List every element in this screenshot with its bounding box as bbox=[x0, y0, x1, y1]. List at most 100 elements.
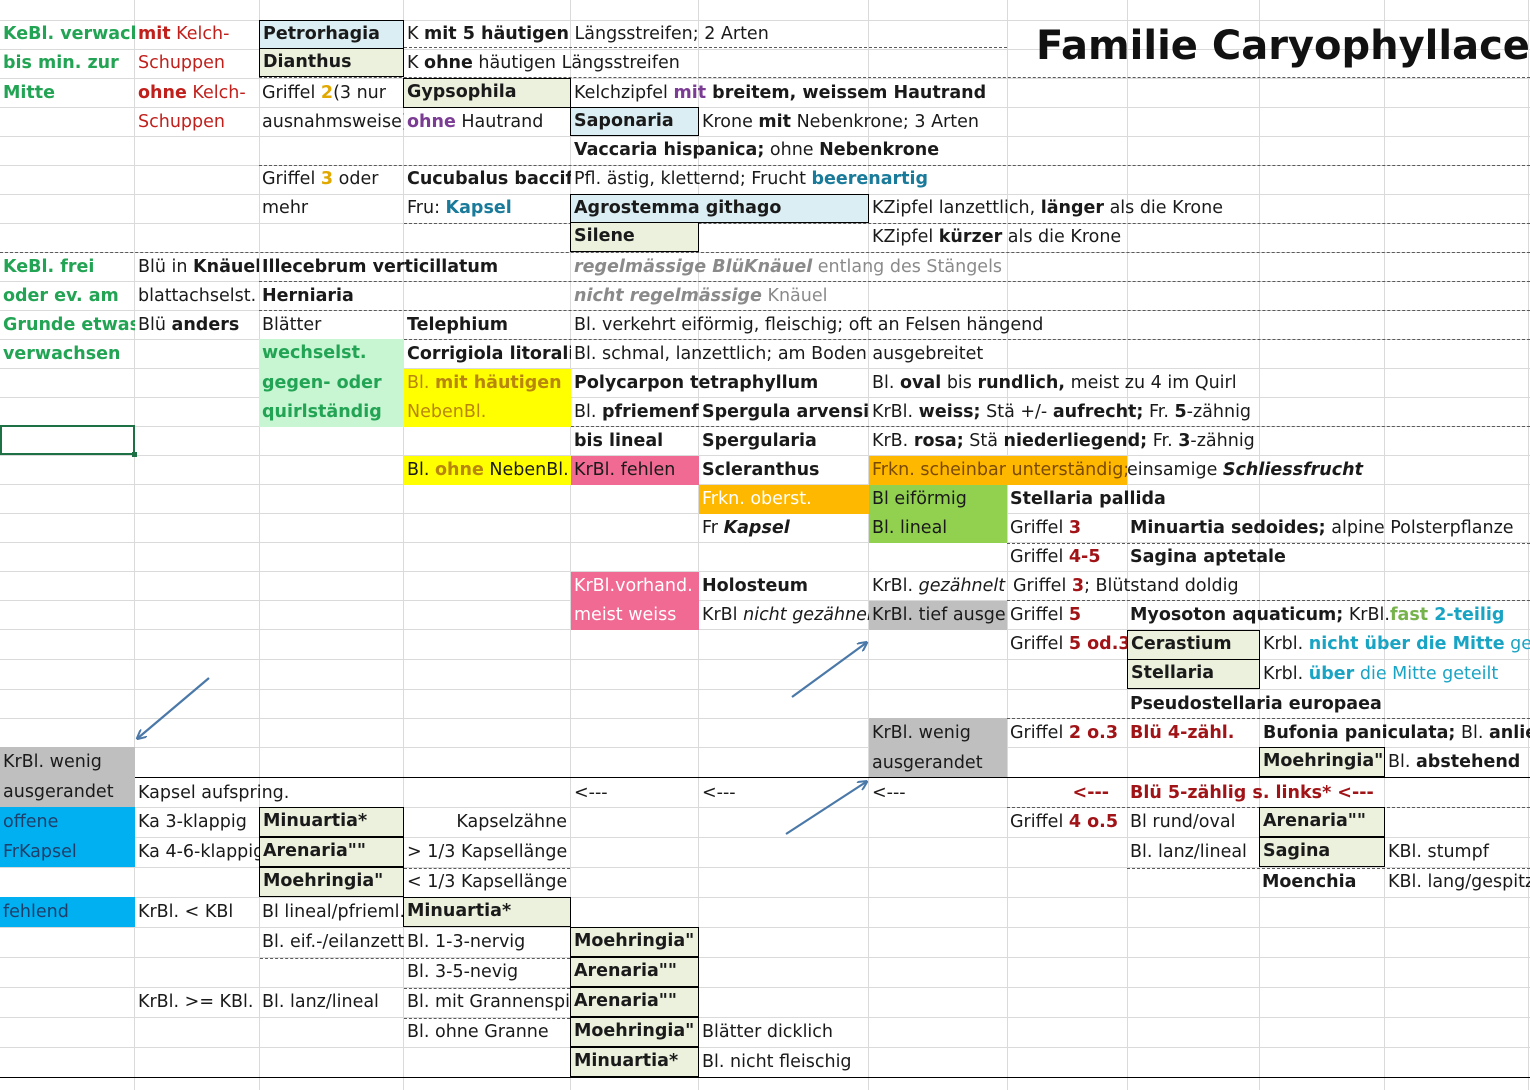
cell[interactable]: Ka 4-6-klappig bbox=[138, 842, 259, 862]
cell[interactable]: KZipfel lanzettlich, länger als die Kron… bbox=[869, 194, 1530, 223]
cell[interactable]: Fru: Kapsel bbox=[404, 194, 571, 223]
cell[interactable]: <--- bbox=[872, 783, 906, 803]
cell[interactable]: Moenchia bbox=[1262, 872, 1357, 892]
cell[interactable]: Gypsophila bbox=[403, 78, 571, 108]
arrow-icon[interactable] bbox=[785, 782, 866, 835]
cell[interactable]: verwachsen bbox=[3, 344, 121, 364]
cell[interactable]: KrBl.vorhand. bbox=[571, 572, 699, 601]
cell[interactable]: Griffel 2(3 nur bbox=[259, 79, 404, 108]
cell[interactable]: Krbl. nicht über die Mitte get. bbox=[1260, 630, 1530, 659]
cell[interactable]: Sagina aptetale bbox=[1130, 547, 1286, 567]
cell[interactable]: KBl. lang/gespitzt bbox=[1388, 872, 1530, 892]
cell[interactable]: Bl. lanz/lineal bbox=[262, 992, 379, 1012]
cell[interactable]: Griffel 5 od.3 bbox=[1007, 630, 1127, 659]
cell[interactable]: Blü 5-zählig s. links* <--- bbox=[1130, 783, 1374, 803]
cell[interactable]: Bl. mit häutigen bbox=[404, 369, 571, 398]
cell[interactable]: Blü 4-zähl. bbox=[1130, 723, 1235, 743]
cell[interactable]: Bl. mit Grannenspi. bbox=[407, 992, 571, 1012]
cell[interactable]: Bufonia paniculata; Bl. anlieg. bbox=[1260, 719, 1530, 748]
cell[interactable]: Bl. oval bis rundlich, meist zu 4 im Qui… bbox=[869, 369, 1530, 398]
cell[interactable]: Pfl. ästig, kletternd; Frucht beerenarti… bbox=[571, 165, 1530, 194]
cell[interactable]: Cerastium bbox=[1127, 630, 1260, 660]
cell[interactable]: KrBl nicht gezähnelt bbox=[699, 601, 869, 630]
cell[interactable]: bis lineal bbox=[574, 431, 664, 451]
cell[interactable]: <--- bbox=[702, 783, 736, 803]
cell[interactable]: Bl. 3-5-nevig bbox=[407, 962, 519, 982]
cell[interactable]: KrBl. wenig ausgerandet bbox=[869, 718, 1007, 777]
cell[interactable]: wechselst. bbox=[259, 339, 404, 369]
cell[interactable]: Bl. 1-3-nervig bbox=[407, 932, 526, 952]
cell[interactable]: einsamige Schliessfrucht bbox=[1127, 456, 1530, 485]
cell[interactable]: < 1/3 Kapsellänge bbox=[407, 872, 568, 892]
cell[interactable]: Griffel 2 o.3 bbox=[1007, 719, 1127, 748]
cell[interactable]: Polycarpon tetraphyllum bbox=[574, 373, 819, 393]
cell[interactable]: meist weiss bbox=[571, 601, 699, 630]
cell[interactable]: Agrostemma githago bbox=[570, 194, 869, 223]
cell[interactable]: Schuppen bbox=[138, 53, 225, 73]
cell[interactable]: Bl. lanz/lineal bbox=[1130, 842, 1247, 862]
cell[interactable]: <--- bbox=[1072, 783, 1109, 803]
cell[interactable]: K ohne häutigen Längsstreifen bbox=[404, 49, 1007, 78]
cell[interactable]: Bl. abstehend bbox=[1385, 748, 1530, 777]
cell[interactable]: NebenBl. bbox=[404, 398, 571, 427]
cell[interactable]: offene FrKapselvorhanden bbox=[0, 807, 135, 867]
cell[interactable]: Kapsel aufspring. bbox=[138, 783, 290, 803]
cell[interactable]: Blü anders bbox=[135, 311, 259, 340]
cell[interactable]: KrBl. wenig ausgerandet bbox=[0, 747, 135, 807]
cell[interactable]: Cucubalus baccifer bbox=[407, 169, 571, 189]
cell[interactable]: Arenaria"" bbox=[1259, 807, 1385, 837]
cell[interactable]: KeBl. verwachs bbox=[3, 24, 135, 44]
cell[interactable]: Spergula arvensis bbox=[702, 402, 869, 422]
cell[interactable]: KrBl. gezähnelt bbox=[869, 572, 1007, 601]
cell[interactable]: KeBl. frei bbox=[3, 257, 95, 277]
cell[interactable]: KZipfel kürzer als die Krone bbox=[869, 223, 1530, 252]
cell[interactable]: Bl lineal/pfrieml. bbox=[262, 902, 404, 922]
cell[interactable]: KrBl. tief ausger bbox=[869, 601, 1007, 630]
cell[interactable]: regelmässige BlüKnäuel entlang des Stäng… bbox=[571, 253, 1530, 282]
cell[interactable]: mit Kelch- bbox=[135, 20, 259, 49]
cell[interactable]: Minuartia* bbox=[570, 1047, 699, 1077]
cell[interactable]: Stellaria bbox=[1127, 659, 1260, 689]
arrow-icon[interactable] bbox=[791, 643, 866, 698]
cell[interactable]: ohne Hautrand bbox=[404, 108, 571, 137]
cell[interactable]: nicht regelmässige Knäuel bbox=[571, 282, 1530, 311]
cell[interactable]: Moehringia" bbox=[1259, 747, 1385, 777]
cell[interactable]: Krbl. über die Mitte geteilt bbox=[1260, 660, 1530, 689]
cell[interactable]: Griffel 4-5 bbox=[1007, 543, 1127, 572]
cell[interactable]: bis min. zur bbox=[3, 53, 119, 73]
cell[interactable]: Dianthus bbox=[259, 48, 404, 77]
cell[interactable]: Fr Kapsel bbox=[699, 514, 869, 543]
cell[interactable]: <--- bbox=[574, 783, 608, 803]
cell[interactable]: Minuartia* bbox=[259, 807, 404, 837]
cell[interactable]: Vaccaria hispanica; ohne Nebenkrone bbox=[571, 136, 1530, 165]
cell[interactable]: Griffel 4 o.5 bbox=[1007, 808, 1127, 837]
cell[interactable]: Blätter dicklich bbox=[702, 1022, 834, 1042]
cell[interactable]: > 1/3 Kapsellänge bbox=[407, 842, 568, 862]
cell[interactable]: Illecebrum verticillatum bbox=[262, 257, 499, 277]
cell[interactable]: Frkn. oberst. bbox=[699, 485, 869, 514]
cell[interactable]: Frkn. scheinbar unterständig; bbox=[869, 456, 1127, 485]
cell[interactable]: Ka 3-klappig bbox=[138, 812, 247, 832]
cell[interactable]: Corrigiola litoralis bbox=[407, 344, 571, 364]
selected-cell[interactable] bbox=[0, 425, 137, 457]
cell[interactable]: ausnahmsweise) bbox=[262, 112, 404, 132]
cell[interactable]: quirlständig bbox=[259, 398, 404, 427]
cell[interactable]: gegen- oder bbox=[259, 369, 404, 398]
cell[interactable]: oder ev. am bbox=[3, 286, 119, 306]
cell[interactable]: Griffel 3; Blütstand doldig bbox=[1010, 572, 1530, 601]
cell[interactable]: Grunde etwas bbox=[3, 315, 135, 335]
cell[interactable]: Minuartia* bbox=[403, 897, 571, 927]
cell[interactable]: mehr bbox=[262, 198, 309, 218]
cell[interactable]: Mitte bbox=[3, 83, 56, 103]
cell[interactable]: Moehringia" bbox=[570, 1017, 699, 1047]
cell[interactable]: Sagina bbox=[1259, 837, 1385, 867]
cell[interactable]: Stellaria pallida bbox=[1010, 489, 1166, 509]
cell[interactable]: Blü in Knäueln bbox=[135, 253, 259, 282]
cell[interactable]: Myosoton aquaticum; KrBl.fast 2-teilig bbox=[1127, 601, 1530, 630]
cell[interactable]: Silene bbox=[570, 222, 699, 252]
cell[interactable]: Scleranthus bbox=[702, 460, 820, 480]
cell[interactable]: Schuppen bbox=[138, 112, 225, 132]
cell[interactable]: Bl. eif.-/eilanzett bbox=[262, 932, 404, 952]
cell[interactable]: Bl. verkehrt eiförmig, fleischig; oft an… bbox=[574, 315, 1044, 335]
cell[interactable]: KrB. rosa; Stä niederliegend; Fr. 3-zähn… bbox=[869, 427, 1530, 456]
